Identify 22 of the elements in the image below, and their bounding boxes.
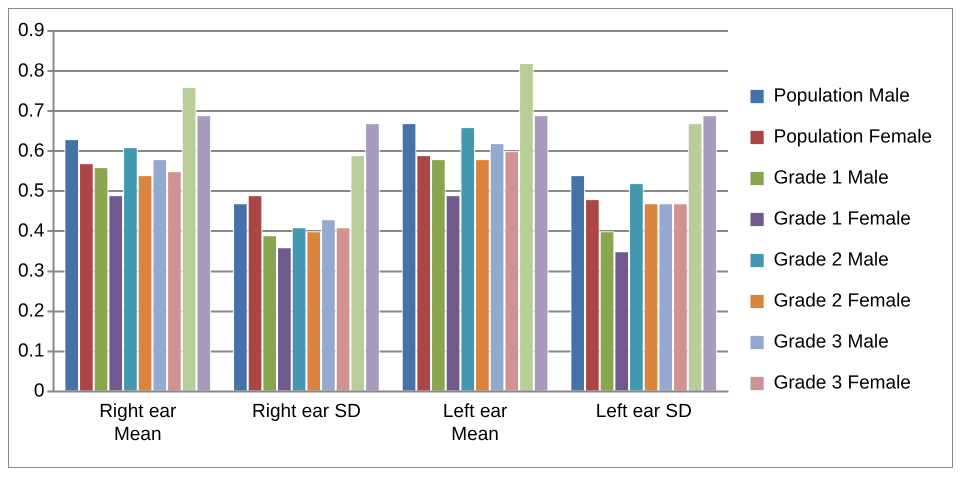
legend-label: Grade 1 Female xyxy=(774,208,911,230)
legend-label: Population Male xyxy=(774,86,910,107)
y-tick-label: 0.3 xyxy=(18,260,44,282)
x-tick-label: Right ear SD xyxy=(252,401,361,422)
legend-label: Grade 2 Male xyxy=(774,250,889,271)
y-tick-label: 0.9 xyxy=(18,20,44,42)
x-tick-label: Right ear Mean xyxy=(99,401,177,445)
x-tick-label: Left ear Mean xyxy=(442,401,508,445)
y-tick-label: 0.8 xyxy=(18,60,44,82)
y-tick-label: 0.7 xyxy=(18,100,44,122)
y-tick-label: 0.2 xyxy=(18,300,44,322)
y-tick-label: 0.5 xyxy=(18,180,44,202)
y-tick-label: 0 xyxy=(34,380,44,402)
x-tick-label: Left ear SD xyxy=(596,401,692,422)
legend-label: Grade 2 Female xyxy=(774,290,911,312)
legend-label: Grade 3 Female xyxy=(774,372,911,394)
legend-label: Grade 3 Male xyxy=(774,332,889,353)
legend-label: Population Female xyxy=(774,126,932,148)
y-tick-label: 0.6 xyxy=(18,140,44,162)
y-tick-label: 0.1 xyxy=(18,340,44,362)
legend-label: Grade 1 Male xyxy=(774,168,889,189)
y-tick-label: 0.4 xyxy=(18,220,45,242)
